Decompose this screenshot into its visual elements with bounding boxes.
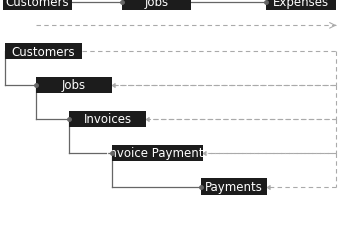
FancyBboxPatch shape: [5, 44, 82, 60]
FancyBboxPatch shape: [2, 0, 72, 11]
FancyBboxPatch shape: [36, 78, 112, 94]
Text: Invoices: Invoices: [84, 113, 132, 126]
FancyBboxPatch shape: [112, 145, 203, 161]
Text: Invoice Payments: Invoice Payments: [106, 147, 209, 160]
Text: Customers: Customers: [6, 0, 69, 9]
Text: Payments: Payments: [205, 180, 263, 193]
FancyBboxPatch shape: [266, 0, 335, 11]
FancyBboxPatch shape: [201, 179, 267, 195]
Text: Jobs: Jobs: [145, 0, 169, 9]
FancyBboxPatch shape: [69, 111, 146, 128]
Text: Expenses: Expenses: [273, 0, 329, 9]
FancyBboxPatch shape: [122, 0, 192, 11]
Text: Customers: Customers: [12, 46, 75, 58]
Text: Jobs: Jobs: [62, 79, 86, 92]
